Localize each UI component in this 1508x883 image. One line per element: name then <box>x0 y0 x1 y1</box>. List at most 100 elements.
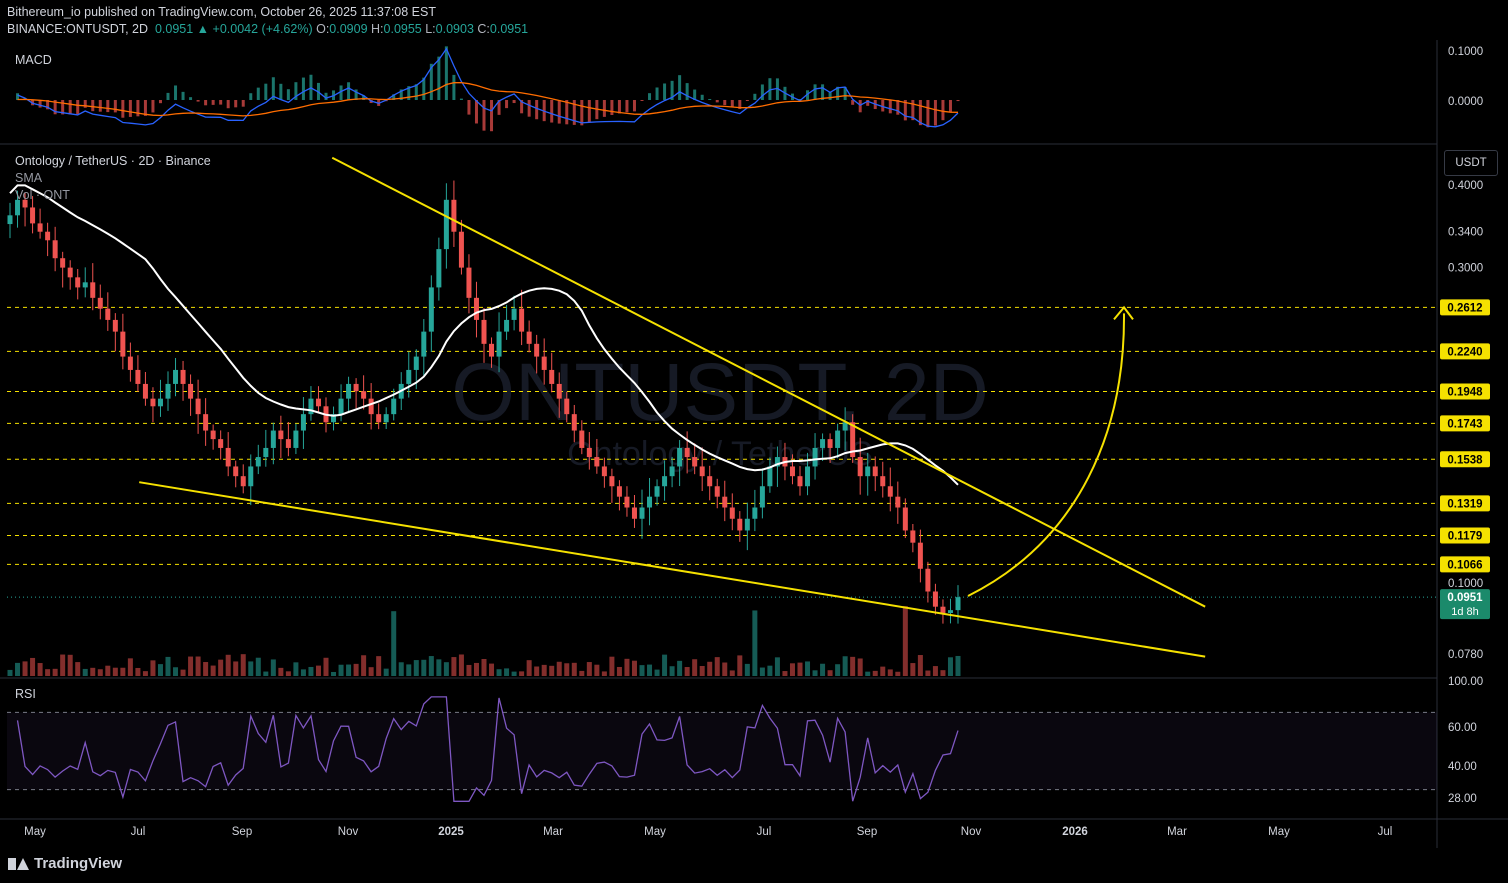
volume-bar <box>37 663 43 676</box>
volume-bar <box>338 664 344 676</box>
volume-bar <box>323 657 329 676</box>
volume-bar <box>361 655 367 676</box>
macd-histogram-bar <box>851 100 855 105</box>
candle-body <box>451 199 457 232</box>
volume-bar <box>473 662 479 676</box>
volume-bar <box>564 663 570 676</box>
volume-bar <box>729 670 735 676</box>
rsi-line <box>16 696 959 802</box>
price-axis: 0.2612 0.2240 0.1948 0.1743 0.1538 0.1319 0.11… <box>1440 46 1490 805</box>
volume-bar <box>45 669 51 676</box>
candle-body <box>865 466 871 477</box>
volume-bar <box>571 662 577 676</box>
candle-body <box>699 466 705 477</box>
volume-bar <box>293 662 299 676</box>
candle-body <box>481 319 487 344</box>
macd-histogram-bar <box>587 100 591 122</box>
volume-bar <box>368 667 374 676</box>
candle-body <box>413 356 419 370</box>
candle-body <box>150 398 156 407</box>
macd-label[interactable]: MACD <box>15 53 52 67</box>
sma-line <box>9 184 959 486</box>
volume-bar <box>835 664 841 676</box>
macd-histogram-bar <box>181 91 185 100</box>
macd-histogram-bar <box>806 90 810 100</box>
volume-bar <box>150 660 156 676</box>
candle-body <box>910 530 916 543</box>
macd-histogram-bar <box>128 100 132 117</box>
currency-button[interactable]: USDT <box>1444 150 1498 176</box>
volume-bar <box>797 662 803 676</box>
macd-line <box>17 47 959 128</box>
candle-body <box>526 331 532 344</box>
candle-body <box>714 486 720 497</box>
candle-body <box>90 282 96 298</box>
macd-histogram-bar <box>527 100 531 117</box>
volume-bar <box>466 664 472 676</box>
volume-bar <box>857 658 863 676</box>
volume-bar <box>647 664 653 676</box>
candle-body <box>361 391 367 399</box>
candle-body <box>609 476 615 487</box>
candle-body <box>940 606 946 613</box>
candle-body <box>654 486 660 497</box>
candle-body <box>248 466 254 487</box>
volume-bar <box>127 658 133 676</box>
price-level-tag <box>1440 451 1490 468</box>
symbol[interactable]: BINANCE:ONTUSDT, 2D <box>7 22 148 36</box>
volume-bar <box>842 656 848 676</box>
volume-bar <box>865 671 871 676</box>
volume-bar <box>699 665 705 676</box>
price-level-label: 0.2612 <box>1447 302 1482 314</box>
arrow-head-icon <box>1113 305 1134 320</box>
volume-bar <box>173 667 179 676</box>
macd-histogram-bar <box>399 89 403 100</box>
macd-histogram-bar <box>565 100 569 125</box>
macd-histogram-bar <box>76 100 80 115</box>
tradingview-logo[interactable]: TradingView <box>8 855 122 872</box>
candle-body <box>315 398 321 407</box>
volume-bar <box>22 661 28 676</box>
main-series-title[interactable]: Ontology / TetherUS · 2D · Binance <box>15 154 211 168</box>
macd-histogram-bar <box>16 93 20 100</box>
candle-body <box>835 430 841 448</box>
macd-histogram-bar <box>715 100 719 103</box>
macd-histogram-bar <box>911 100 915 121</box>
candle-body <box>895 496 901 508</box>
macd-histogram-bar <box>106 100 110 113</box>
macd-histogram-bar <box>926 100 930 128</box>
time-tick-label: May <box>1268 826 1290 838</box>
macd-histogram-bar <box>610 100 614 115</box>
candle-body <box>353 383 359 392</box>
volume-bar <box>398 662 404 676</box>
macd-histogram-bar <box>738 100 742 110</box>
volume-bar <box>421 659 427 676</box>
volume-bar <box>654 669 660 676</box>
volume-bar <box>601 671 607 676</box>
candle-body <box>406 369 412 384</box>
volume-bar <box>7 669 13 676</box>
candle-body <box>458 231 464 268</box>
candle-body <box>805 466 811 487</box>
macd-histogram-bar <box>354 89 358 100</box>
volume-bar <box>782 671 788 676</box>
candle-body <box>157 398 163 407</box>
rsi-label[interactable]: RSI <box>15 687 36 701</box>
volume-bar <box>165 656 171 676</box>
macd-histogram-bar <box>708 98 712 100</box>
candle-body <box>173 369 179 384</box>
rsi-band <box>7 712 1437 790</box>
volume-label[interactable]: Vol · ONT <box>15 188 70 202</box>
volume-bar <box>504 668 510 676</box>
sma-label[interactable]: SMA <box>15 171 43 185</box>
macd-histogram-bar <box>422 77 426 100</box>
volume-bar <box>481 659 487 676</box>
volume-bar <box>451 657 457 676</box>
candle-body <box>857 457 863 477</box>
volume-bar <box>737 655 743 676</box>
projection-arrow <box>967 313 1126 597</box>
macd-histogram-bar <box>249 93 253 100</box>
candle-body <box>707 476 713 487</box>
candle-body <box>917 542 923 569</box>
